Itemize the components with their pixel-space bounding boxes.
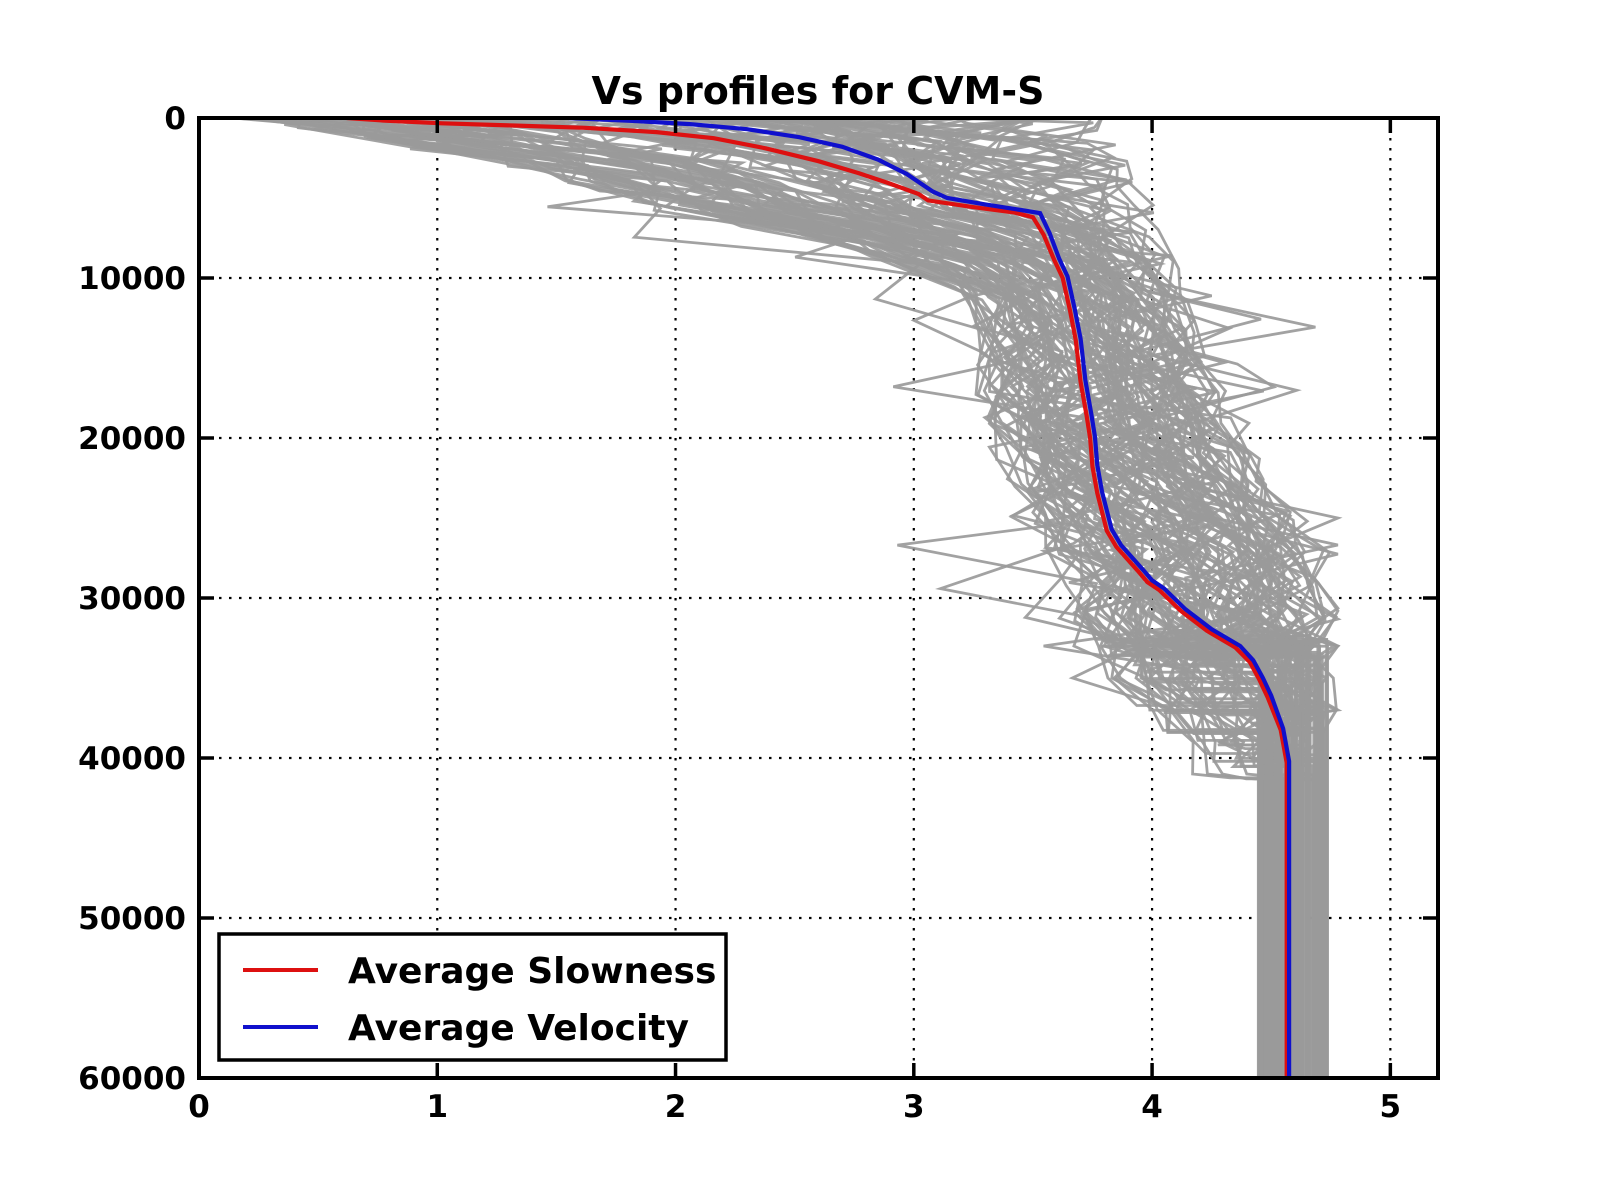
x-axis-tick-labels: 0 1 2 3 4 5 xyxy=(188,1089,1401,1125)
legend-label-average-slowness: Average Slowness xyxy=(348,951,716,992)
x-axis-tick-label: 3 xyxy=(903,1089,925,1125)
y-axis-tick-label: 10000 xyxy=(78,261,186,297)
profile-line xyxy=(380,118,1320,1078)
legend: Average Slowness Average Velocity xyxy=(217,932,728,1062)
profile-line xyxy=(578,118,1302,1078)
y-axis-tick-label: 60000 xyxy=(78,1061,186,1097)
x-axis-tick-label: 2 xyxy=(665,1089,687,1125)
chart-title: Vs profiles for CVM-S xyxy=(592,69,1045,113)
x-axis-tick-label: 0 xyxy=(188,1089,210,1125)
profile-line xyxy=(459,118,1292,1078)
profile-line xyxy=(494,118,1321,1078)
profile-line xyxy=(440,118,1302,1078)
legend-box xyxy=(217,932,728,1062)
y-axis-tick-labels: 0 10000 20000 30000 40000 50000 60000 xyxy=(78,101,186,1097)
profile-line xyxy=(795,118,1321,1078)
average-series xyxy=(346,118,1292,1078)
y-axis-tick-label: 30000 xyxy=(78,581,186,617)
x-axis-tick-label: 1 xyxy=(426,1089,448,1125)
y-axis-tick-label: 20000 xyxy=(78,421,186,457)
profile-line xyxy=(946,118,1327,1078)
profile-line xyxy=(489,118,1328,1078)
average-velocity-line xyxy=(568,118,1292,1078)
x-axis-tick-label: 5 xyxy=(1380,1089,1402,1125)
profile-line xyxy=(1047,118,1340,1078)
y-axis-tick-label: 0 xyxy=(164,101,186,137)
y-axis-tick-label: 40000 xyxy=(78,741,186,777)
average-slowness-line xyxy=(346,118,1289,1078)
x-axis-tick-label: 4 xyxy=(1141,1089,1163,1125)
legend-label-average-velocity: Average Velocity xyxy=(348,1008,689,1049)
profile-line xyxy=(233,118,1317,1078)
profile-line xyxy=(443,118,1268,1078)
y-axis-tick-label: 50000 xyxy=(78,901,186,937)
axis-ticks xyxy=(197,116,1438,1080)
profile-line xyxy=(384,118,1309,1078)
